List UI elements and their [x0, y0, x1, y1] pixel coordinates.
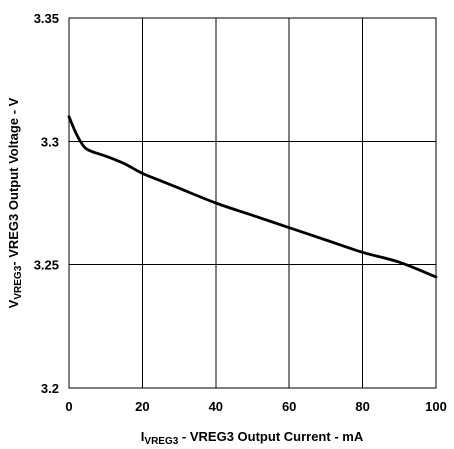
x-tick-label: 60	[282, 399, 296, 414]
y-axis-title-subscript: VREG3	[13, 265, 24, 299]
x-axis-title-suffix: - VREG3 Output Current - mA	[178, 429, 364, 444]
x-tick-label: 80	[355, 399, 369, 414]
x-axis-title-prefix: I	[141, 429, 145, 444]
horizontal-gridlines	[69, 140, 436, 266]
y-tick-label: 3.3	[41, 134, 59, 149]
y-axis-title-prefix: V	[6, 299, 21, 308]
y-tick-labels: 3.2 3.25 3.3 3.35	[34, 11, 59, 396]
plot-background	[69, 18, 436, 388]
y-tick-label: 3.25	[34, 258, 59, 273]
x-axis-title: IVREG3 - VREG3 Output Current - mA	[141, 429, 364, 447]
y-tick-label: 3.2	[41, 381, 59, 396]
vertical-gridlines	[141, 18, 364, 388]
x-tick-label: 0	[65, 399, 72, 414]
y-tick-label: 3.35	[34, 11, 59, 26]
series-line	[67, 115, 438, 279]
x-tick-label: 20	[135, 399, 149, 414]
x-tick-label: 40	[209, 399, 223, 414]
y-axis-title: VVREG3- VREG3 Output Voltage - V	[6, 97, 24, 308]
y-axis-title-suffix: - VREG3 Output Voltage - V	[6, 97, 21, 265]
plot-frame	[68, 17, 437, 389]
x-tick-label: 100	[425, 399, 447, 414]
x-axis-title-subscript: VREG3	[144, 436, 178, 447]
x-tick-labels: 0 20 40 60 80 100	[65, 399, 446, 414]
